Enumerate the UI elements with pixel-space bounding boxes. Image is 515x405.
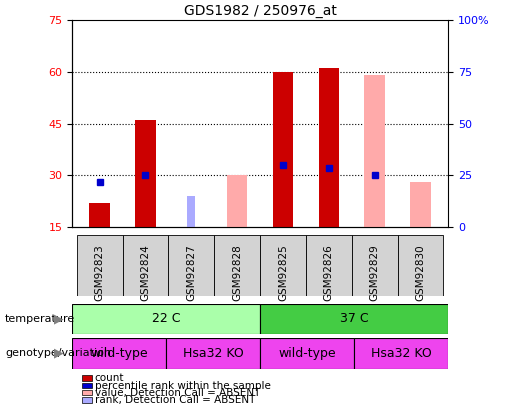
Bar [227, 175, 248, 227]
Bar [166, 338, 260, 369]
Text: GSM92825: GSM92825 [278, 244, 288, 301]
Bar [306, 235, 352, 296]
Text: 22 C: 22 C [152, 312, 180, 326]
Bar [365, 75, 385, 227]
Text: Hsa32 KO: Hsa32 KO [371, 347, 432, 360]
Text: 37 C: 37 C [340, 312, 368, 326]
Text: GSM92826: GSM92826 [324, 244, 334, 301]
Bar [89, 203, 110, 227]
Text: rank, Detection Call = ABSENT: rank, Detection Call = ABSENT [95, 395, 255, 405]
Bar [260, 235, 306, 296]
Text: ▶: ▶ [55, 347, 64, 360]
Text: GSM92828: GSM92828 [232, 244, 242, 301]
Bar [72, 338, 166, 369]
Bar [214, 235, 260, 296]
Text: genotype/variation: genotype/variation [5, 348, 111, 358]
Text: GSM92827: GSM92827 [186, 244, 196, 301]
Text: GSM92830: GSM92830 [416, 244, 425, 301]
Bar [181, 227, 201, 230]
Text: wild-type: wild-type [90, 347, 148, 360]
Bar [72, 304, 260, 334]
Text: temperature: temperature [5, 314, 75, 324]
Bar [352, 235, 398, 296]
Bar [123, 235, 168, 296]
Bar [272, 72, 294, 227]
Title: GDS1982 / 250976_at: GDS1982 / 250976_at [184, 4, 336, 18]
Bar [319, 68, 339, 227]
Bar [260, 338, 354, 369]
Bar [260, 304, 448, 334]
Text: percentile rank within the sample: percentile rank within the sample [95, 381, 271, 390]
Text: count: count [95, 373, 124, 383]
Text: wild-type: wild-type [278, 347, 336, 360]
Text: GSM92829: GSM92829 [370, 244, 380, 301]
Text: GSM92824: GSM92824 [141, 244, 150, 301]
Bar [398, 235, 443, 296]
Bar [410, 182, 431, 227]
Text: GSM92823: GSM92823 [95, 244, 105, 301]
Bar [168, 235, 214, 296]
Bar [135, 120, 156, 227]
Text: ▶: ▶ [55, 312, 64, 326]
Bar [187, 196, 195, 227]
Text: value, Detection Call = ABSENT: value, Detection Call = ABSENT [95, 388, 260, 398]
Bar [77, 235, 123, 296]
Text: Hsa32 KO: Hsa32 KO [183, 347, 244, 360]
Bar [354, 338, 448, 369]
